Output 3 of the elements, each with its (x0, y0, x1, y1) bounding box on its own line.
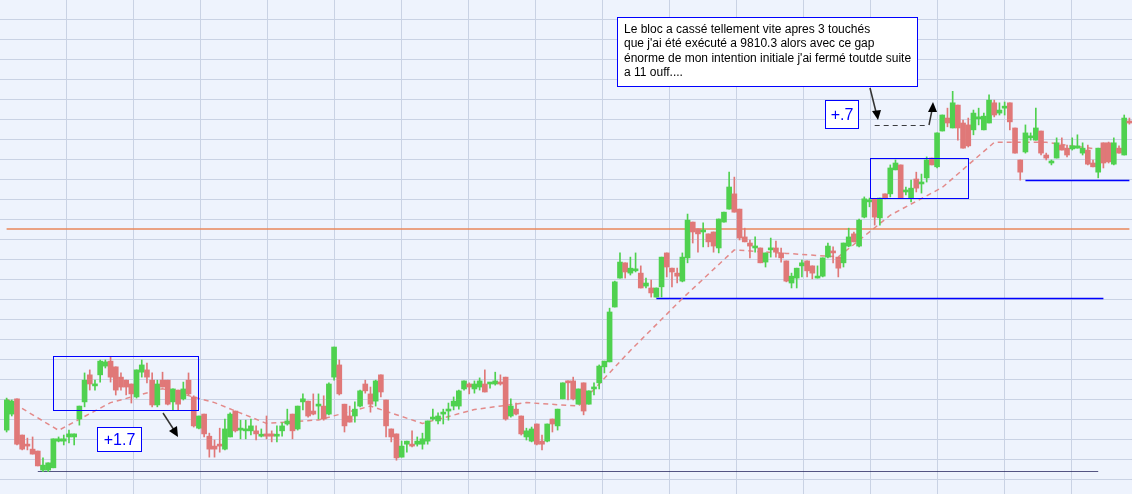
annotation: +.7 (825, 100, 859, 130)
text: Le bloc a cassé tellement vite apres 3 touchés que j'ai été exécuté a 9810.3 alors avec ce gap énorme de mon intention initiale j'ai fermé toutde suite a 11 ouff.... (617, 17, 919, 87)
annotation: +1.7 (97, 427, 142, 453)
